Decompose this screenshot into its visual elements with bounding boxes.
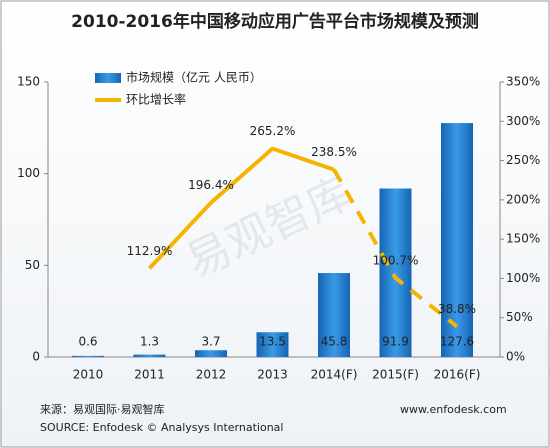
x-tick-label: 2011 [134,368,165,382]
website: www.enfodesk.com [400,403,507,416]
y2-tick-label: 100% [506,271,540,285]
line-value-label: 265.2% [250,124,296,138]
line-value-label: 112.9% [127,244,173,258]
y2-tick-label: 350% [506,75,540,89]
bar-value-label: 13.5 [259,335,286,349]
x-tick-label: 2015(F) [372,368,419,382]
line-value-label: 38.8% [438,302,476,316]
x-tick-label: 2012 [196,368,227,382]
x-tick-label: 2010 [73,368,104,382]
bar-value-label: 127.6 [440,335,474,349]
legend-label: 市场规模（亿元 人民币） [126,70,262,85]
y2-tick-label: 200% [506,192,540,206]
y-tick-label: 100 [17,166,40,180]
y2-tick-label: 50% [506,310,533,324]
bar [133,354,166,357]
bar [72,355,104,357]
line-value-label: 100.7% [373,253,419,267]
y2-tick-label: 0% [506,350,525,364]
bar [195,350,227,357]
x-tick-label: 2014(F) [311,368,358,382]
bar [379,188,412,357]
x-tick-label: 2016(F) [434,368,481,382]
line-solid [148,146,335,270]
chart-title: 2010-2016年中国移动应用广告平台市场规模及预测 [71,11,479,32]
y2-tick-label: 250% [506,153,540,167]
y-tick-label: 50 [25,258,40,272]
bar [256,332,289,357]
y-tick-label: 0 [32,350,40,364]
bar-value-label: 45.8 [321,335,348,349]
legend-swatch [95,73,121,83]
line-value-label: 196.4% [188,178,234,192]
bar [441,123,473,357]
bar-value-label: 1.3 [140,335,159,349]
y-tick-label: 150 [17,75,40,89]
legend-label: 环比增长率 [126,92,186,107]
y2-tick-label: 300% [506,114,540,128]
bar-value-label: 91.9 [382,335,409,349]
line-dashed [332,168,459,329]
source-en: SOURCE: Enfodesk © Analysys Internationa… [40,421,283,434]
x-tick-label: 2013 [257,368,288,382]
bar-value-label: 3.7 [201,335,220,349]
line-value-label: 238.5% [311,145,357,159]
bar [318,273,350,357]
y2-tick-label: 150% [506,232,540,246]
source-cn: 来源：易观国际·易观智库 [40,402,165,416]
bar-value-label: 0.6 [78,335,97,349]
